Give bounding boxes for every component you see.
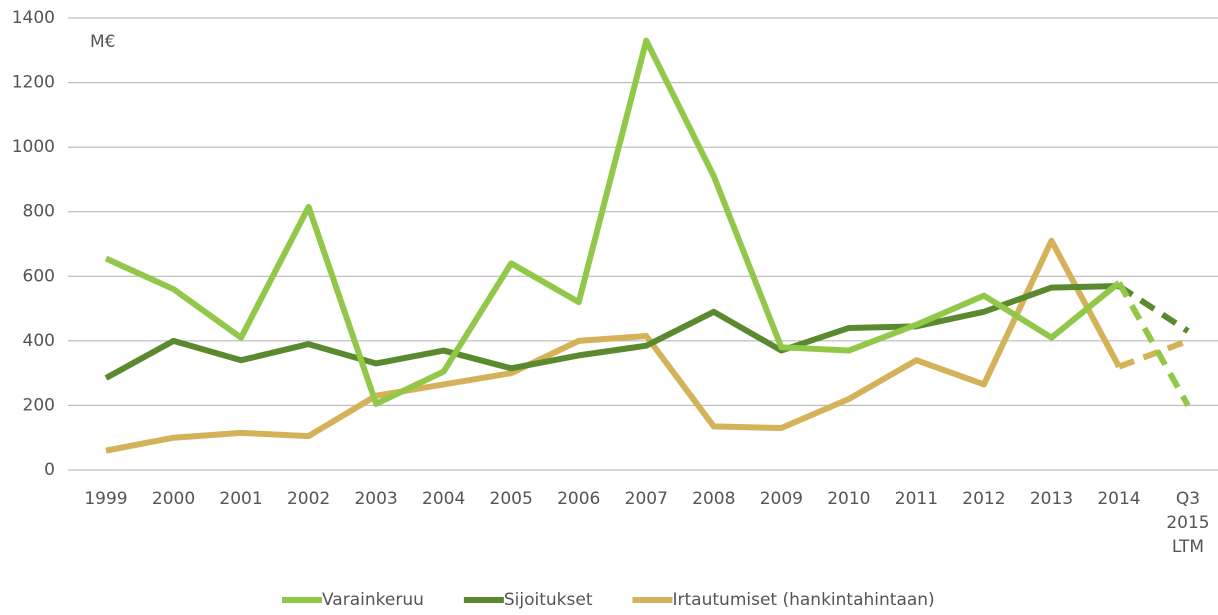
x-tick-label: 2000	[151, 489, 196, 509]
y-tick-label: 400	[23, 331, 55, 351]
series-line	[105, 237, 1122, 454]
series-line	[104, 37, 1121, 407]
y-tick-label: 1000	[12, 137, 55, 157]
legend-label: Sijoitukset	[504, 590, 593, 610]
series-line-dashed	[1117, 338, 1190, 370]
x-tick-label: Q3 2015 LTM	[1166, 489, 1210, 557]
y-tick-label: 1400	[12, 8, 55, 28]
x-tick-label: 2012	[962, 489, 1006, 509]
x-tick-label: 2005	[489, 489, 533, 509]
series-line-dashed	[1116, 281, 1191, 407]
x-tick-label: 2010	[827, 489, 871, 509]
x-tick-label: 2002	[286, 489, 331, 509]
legend-label: Varainkeruu	[322, 590, 424, 610]
series-line-dashed	[1117, 283, 1190, 334]
x-tick-label: 2006	[557, 489, 601, 509]
legend-label: Irtautumiset (hankintahintaan)	[673, 590, 935, 610]
x-tick-label: 2003	[354, 489, 398, 509]
y-tick-label: 1200	[12, 73, 55, 93]
x-tick-label: 1999	[84, 489, 128, 509]
x-tick-label: 2004	[422, 489, 466, 509]
x-tick-label: 2001	[219, 489, 263, 509]
x-tick-label: 2007	[624, 489, 668, 509]
x-tick-label: 2014	[1097, 489, 1141, 509]
y-tick-label: 0	[44, 460, 55, 480]
y-tick-label: 800	[23, 202, 55, 222]
x-tick-label: 2013	[1029, 489, 1074, 509]
x-tick-label: 2009	[759, 489, 803, 509]
x-tick-label: 2011	[894, 489, 939, 509]
unit-annotation: M€	[90, 32, 115, 52]
series-line	[104, 282, 1120, 381]
y-tick-label: 600	[23, 266, 55, 286]
x-tick-label: 2008	[692, 489, 736, 509]
y-tick-label: 200	[23, 395, 55, 415]
